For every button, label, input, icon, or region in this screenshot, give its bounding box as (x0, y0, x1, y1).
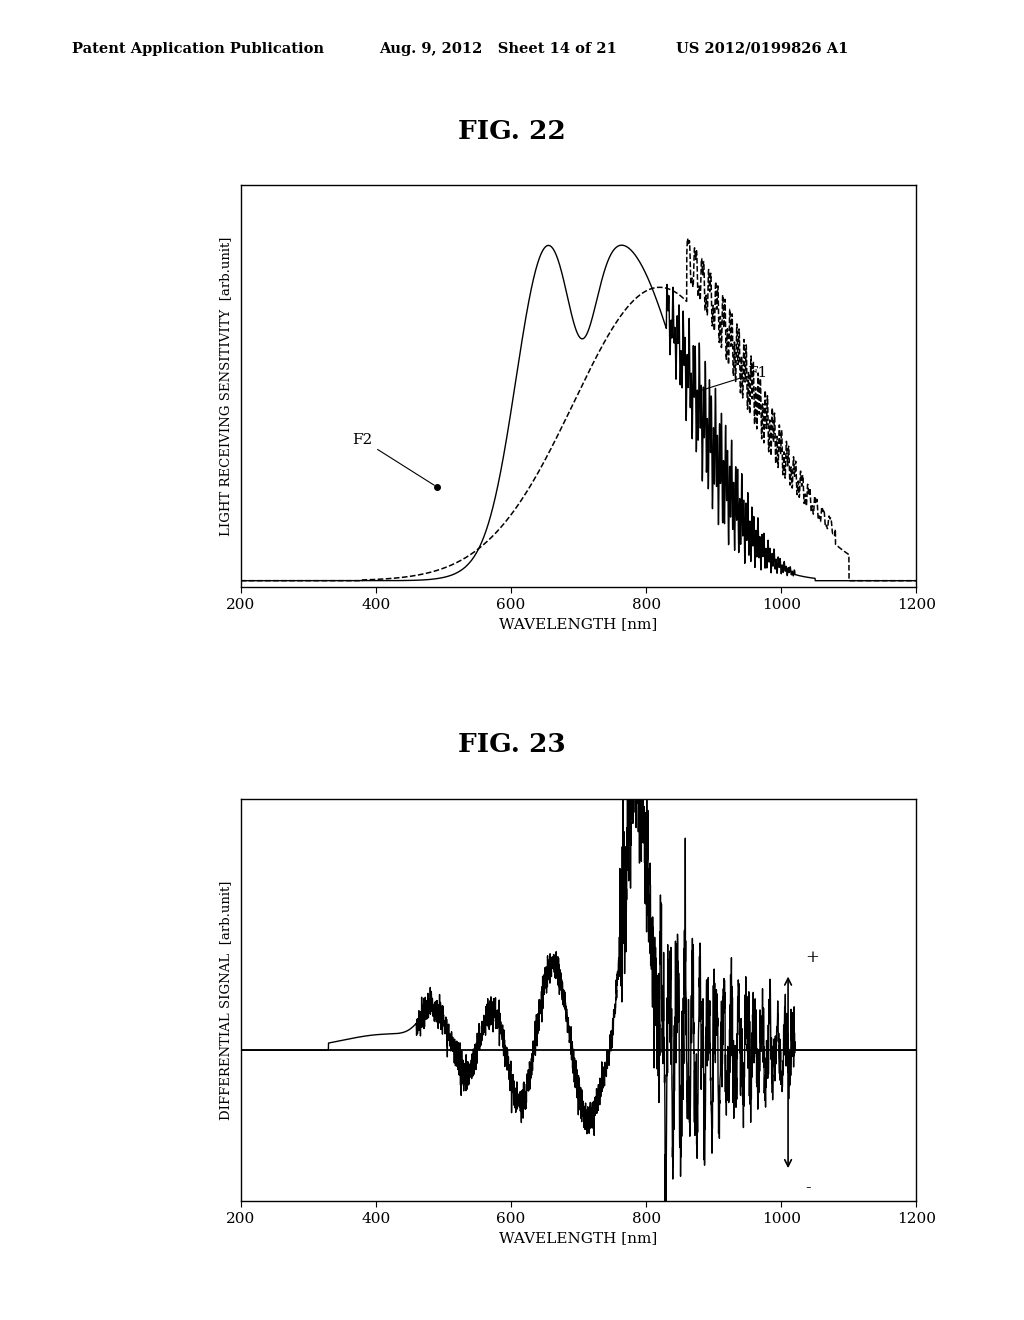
X-axis label: WAVELENGTH [nm]: WAVELENGTH [nm] (500, 1232, 657, 1245)
X-axis label: WAVELENGTH [nm]: WAVELENGTH [nm] (500, 618, 657, 631)
Y-axis label: LIGHT RECEIVING SENSITIVITY  [arb.unit]: LIGHT RECEIVING SENSITIVITY [arb.unit] (219, 236, 232, 536)
Text: Patent Application Publication: Patent Application Publication (72, 42, 324, 55)
Text: Aug. 9, 2012   Sheet 14 of 21: Aug. 9, 2012 Sheet 14 of 21 (379, 42, 616, 55)
Text: +: + (805, 949, 819, 966)
Text: US 2012/0199826 A1: US 2012/0199826 A1 (676, 42, 848, 55)
Text: F2: F2 (352, 433, 434, 486)
Text: FIG. 23: FIG. 23 (458, 733, 566, 758)
Y-axis label: DIFFERENTIAL SIGNAL  [arb.unit]: DIFFERENTIAL SIGNAL [arb.unit] (219, 880, 232, 1119)
Text: FIG. 22: FIG. 22 (458, 119, 566, 144)
Text: -: - (805, 1179, 811, 1196)
Text: F1: F1 (696, 366, 768, 392)
